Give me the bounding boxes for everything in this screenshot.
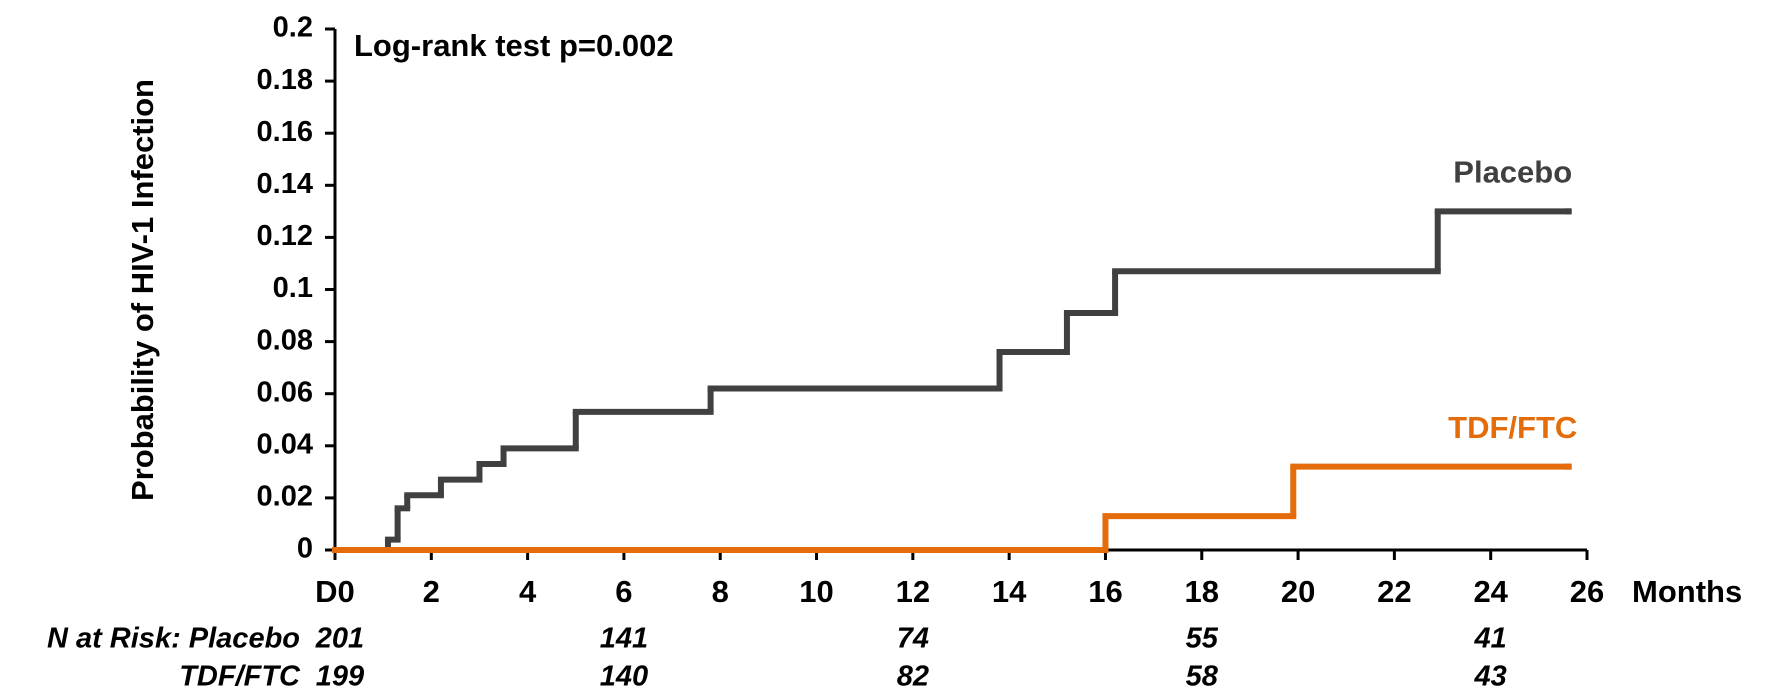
y-tick-label: 0.04 (257, 428, 313, 460)
x-tick-label: 16 (1088, 574, 1122, 609)
x-tick-label: 6 (615, 574, 632, 609)
x-tick-label: 26 (1570, 574, 1604, 609)
x-tick-label: 18 (1185, 574, 1219, 609)
risk-count: 140 (600, 661, 648, 693)
y-tick-label: 0.08 (257, 324, 313, 356)
y-axis-label: Probability of HIV-1 Infection (125, 79, 160, 501)
y-tick-label: 0.02 (257, 481, 313, 513)
series-label: Placebo (1453, 155, 1572, 190)
x-tick-label: 10 (799, 574, 833, 609)
x-axis-label: Months (1632, 574, 1742, 609)
risk-count: 74 (897, 623, 929, 655)
risk-count: 55 (1186, 623, 1219, 655)
y-tick-label: 0 (297, 533, 313, 565)
y-tick-label: 0.12 (257, 220, 313, 252)
x-tick-label: D0 (315, 574, 355, 609)
x-tick-label: 12 (896, 574, 930, 609)
risk-count: 41 (1474, 623, 1507, 655)
risk-row-label: TDF/FTC (179, 661, 301, 693)
annotation: Log-rank test p=0.002 (354, 28, 674, 63)
x-tick-label: 14 (992, 574, 1027, 609)
y-tick-label: 0.1 (273, 272, 313, 304)
risk-count: 141 (600, 623, 648, 655)
x-tick-label: 4 (519, 574, 537, 609)
risk-count: 199 (316, 661, 364, 693)
risk-row-label: N at Risk: Placebo (47, 623, 300, 655)
risk-count: 201 (315, 623, 364, 655)
y-tick-label: 0.14 (257, 168, 313, 200)
y-tick-label: 0.06 (257, 376, 313, 408)
x-tick-label: 24 (1473, 574, 1508, 609)
x-tick-label: 8 (712, 574, 729, 609)
y-tick-label: 0.2 (273, 12, 313, 44)
x-tick-label: 2 (423, 574, 440, 609)
y-tick-label: 0.18 (257, 64, 313, 96)
x-tick-label: 20 (1281, 574, 1315, 609)
risk-count: 58 (1186, 661, 1219, 693)
series-label: TDF/FTC (1448, 410, 1577, 445)
y-tick-label: 0.16 (257, 116, 313, 148)
risk-count: 82 (897, 661, 929, 693)
risk-count: 43 (1474, 661, 1507, 693)
x-tick-label: 22 (1377, 574, 1411, 609)
